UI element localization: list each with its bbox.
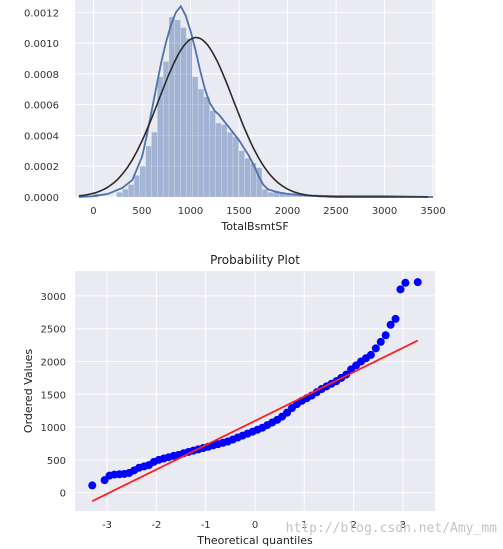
probability-plot: Probability Plot -3 -2 -1 0 1 2 3 0 500 1000 1500…: [22, 253, 435, 547]
histogram-bar: [157, 76, 163, 197]
histogram-bar: [250, 163, 257, 197]
histogram-bar: [268, 192, 274, 197]
y-tick-label: 2500: [41, 325, 66, 336]
histogram-bar: [221, 124, 227, 197]
watermark: http://blog.csdn.net/Amy_mm: [286, 521, 497, 536]
distribution-plot: 0 500 1000 1500 2000 2500 3000 3500 0.00000.000…: [24, 0, 446, 233]
normal-fit-curve: [78, 36, 429, 198]
fit-line: [91, 339, 419, 502]
histogram-bar: [151, 132, 158, 197]
y-tick-label: 0.0004: [24, 131, 59, 142]
y-tick-label: 500: [47, 456, 66, 467]
histogram-bar: [215, 123, 222, 197]
histogram-bar: [192, 76, 198, 197]
data-point: [376, 337, 385, 346]
y-tick-labels: 0.0000 0.0002 0.0004 0.0006 0.0008 0.0010 0.00…: [24, 8, 59, 204]
histogram-bar: [273, 190, 280, 197]
x-axis-label: TotalBsmtSF: [220, 220, 288, 233]
x-tick-label: -3: [102, 520, 112, 531]
y-tick-label: 0.0010: [24, 39, 59, 50]
data-point: [88, 481, 97, 490]
histogram-bar: [256, 167, 262, 197]
histogram-bar: [291, 193, 297, 197]
histogram-bar: [180, 27, 187, 197]
y-tick-label: 0: [60, 489, 66, 500]
y-tick-label: 2000: [41, 357, 66, 368]
data-point: [381, 331, 390, 340]
histogram-bar: [262, 189, 268, 197]
data-point: [401, 278, 410, 287]
x-tick-label: 2500: [323, 206, 348, 217]
x-tick-label: 1500: [226, 206, 251, 217]
y-tick-label: 3000: [41, 292, 66, 303]
curves: [78, 4, 434, 198]
histogram-bar: [163, 61, 169, 197]
x-tick-label: 3500: [420, 206, 445, 217]
x-tick-label: 0: [252, 520, 258, 531]
histogram-bar: [279, 192, 286, 197]
histogram-bar: [122, 189, 128, 197]
histogram-bar: [285, 193, 291, 197]
histogram-bar: [227, 132, 233, 197]
x-tick-label: 3: [400, 520, 406, 531]
histogram-bar: [297, 195, 303, 197]
x-tick-labels: -3 -2 -1 0 1 2 3: [102, 520, 406, 531]
grid: [75, 271, 435, 511]
data-point: [391, 314, 400, 323]
histogram-bar: [140, 166, 146, 197]
histogram-bar: [238, 150, 245, 197]
fit-line: [91, 339, 419, 502]
y-axis-label: Ordered Values: [22, 349, 35, 433]
histogram-bars: [93, 16, 315, 197]
histogram-bar: [186, 38, 193, 197]
histogram-bar: [244, 158, 251, 197]
x-tick-label: 500: [132, 206, 151, 217]
y-tick-label: 0.0002: [24, 162, 59, 173]
histogram-bar: [233, 136, 239, 197]
y-tick-label: 0.0008: [24, 70, 59, 81]
x-tick-label: 0: [90, 206, 96, 217]
y-tick-label: 0.0012: [24, 8, 59, 19]
data-point: [371, 344, 380, 353]
x-tick-labels: 0 500 1000 1500 2000 2500 3000 3500: [90, 206, 446, 217]
histogram-bar: [204, 96, 210, 197]
histogram-bar: [198, 89, 204, 197]
x-axis-label: Theoretical quantiles: [196, 534, 313, 547]
histogram-bar: [116, 192, 123, 197]
histogram-bar: [134, 175, 140, 197]
x-tick-label: 3000: [372, 206, 397, 217]
y-tick-labels: 0 500 1000 1500 2000 2500 3000: [41, 292, 66, 500]
histogram-bar: [169, 16, 175, 197]
x-tick-label: 2: [350, 520, 356, 531]
data-point: [396, 285, 405, 294]
histogram-bar: [128, 184, 134, 197]
plot-area: [75, 0, 435, 197]
y-tick-label: 1000: [41, 423, 66, 434]
data-point: [386, 320, 395, 329]
x-tick-label: -1: [201, 520, 211, 531]
x-tick-label: 2000: [275, 206, 300, 217]
data-point: [366, 350, 375, 359]
x-tick-label: 1: [301, 520, 307, 531]
chart-title: Probability Plot: [210, 253, 300, 267]
x-tick-label: 1000: [178, 206, 203, 217]
data-point: [413, 278, 422, 287]
y-tick-label: 0.0006: [24, 101, 59, 112]
x-tick-label: -2: [151, 520, 161, 531]
histogram-bar: [145, 146, 152, 197]
y-tick-label: 1500: [41, 390, 66, 401]
histogram-bar: [174, 20, 181, 197]
y-tick-label: 0.0000: [24, 193, 59, 204]
histogram-bar: [209, 110, 216, 197]
